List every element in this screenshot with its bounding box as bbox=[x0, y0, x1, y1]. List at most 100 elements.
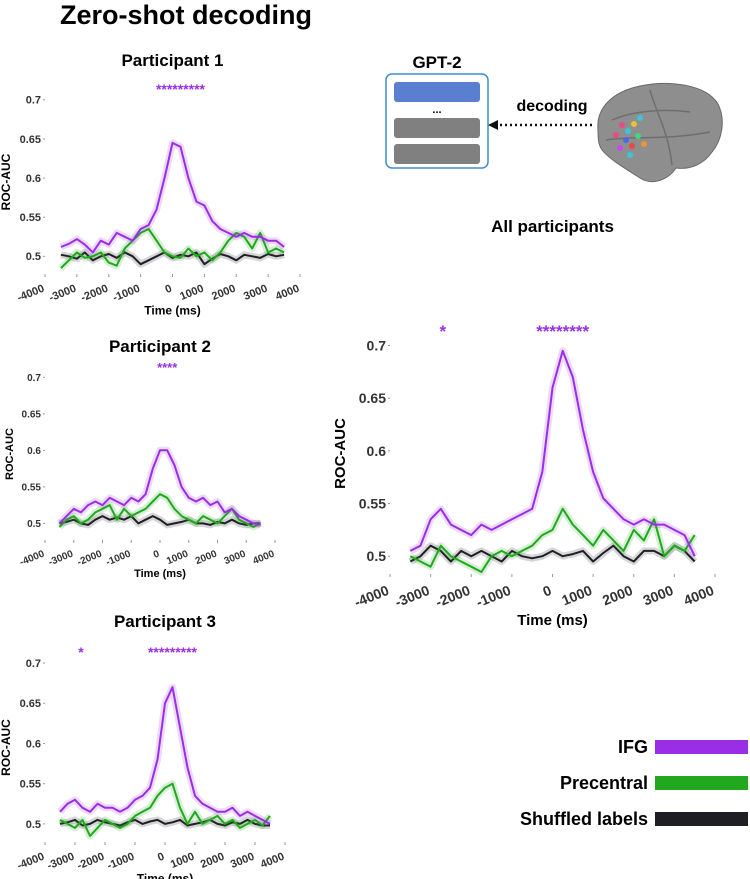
y-tick-label: 0.55 bbox=[22, 482, 42, 493]
x-tick-label: -2000 bbox=[76, 548, 104, 568]
model-label: GPT-2 bbox=[412, 53, 461, 72]
x-tick-label: -4000 bbox=[352, 582, 391, 610]
x-tick-label: 1000 bbox=[169, 851, 196, 871]
x-tick-label: -4000 bbox=[18, 548, 46, 568]
y-tick-label: 0.7 bbox=[27, 373, 41, 384]
x-tick-label: 4000 bbox=[259, 851, 286, 871]
x-tick-label: 2000 bbox=[199, 851, 226, 871]
legend-swatch bbox=[655, 776, 748, 790]
x-tick-label: 2000 bbox=[194, 548, 219, 567]
figure-title: Zero-shot decoding bbox=[60, 0, 312, 30]
y-tick-label: 0.55 bbox=[359, 495, 386, 511]
x-tick-label: -1000 bbox=[111, 283, 142, 305]
x-axis-label: Time (ms) bbox=[517, 612, 588, 629]
x-tick-label: 1000 bbox=[559, 582, 594, 609]
significance-stars: ********* bbox=[156, 81, 206, 97]
y-tick-label: 0.5 bbox=[26, 819, 41, 831]
layer-block bbox=[394, 82, 480, 102]
x-tick-label: 3000 bbox=[223, 548, 248, 567]
x-axis-label: Time (ms) bbox=[144, 304, 200, 318]
significance-stars: **** bbox=[157, 360, 178, 375]
x-tick-label: -4000 bbox=[16, 851, 47, 873]
legend-label: Shuffled labels bbox=[520, 809, 648, 829]
electrodes bbox=[613, 115, 647, 158]
significance-stars: ********* bbox=[148, 644, 198, 660]
x-axis-label: Time (ms) bbox=[134, 568, 186, 580]
x-tick-label: -1000 bbox=[474, 582, 513, 610]
legend-label: IFG bbox=[618, 737, 648, 757]
y-axis-label: ROC-AUC bbox=[0, 719, 13, 776]
x-tick-label: -1000 bbox=[105, 548, 133, 568]
x-tick-label: 1000 bbox=[165, 548, 190, 567]
series-line bbox=[409, 349, 696, 557]
series-line bbox=[58, 449, 261, 526]
series-line bbox=[59, 515, 261, 526]
brain-sulci bbox=[605, 89, 711, 166]
x-tick-label: 1000 bbox=[178, 283, 205, 303]
arrow-head bbox=[488, 120, 498, 130]
series-line bbox=[58, 493, 262, 528]
y-tick-label: 0.5 bbox=[26, 251, 41, 263]
y-tick-label: 0.65 bbox=[359, 390, 386, 406]
y-axis-label: ROC-AUC bbox=[4, 428, 16, 480]
series-line bbox=[409, 544, 696, 563]
y-tick-label: 0.7 bbox=[367, 337, 387, 353]
significance-stars: ******** bbox=[536, 322, 589, 341]
x-tick-label: -2000 bbox=[433, 582, 472, 610]
x-tick-label: 4000 bbox=[274, 283, 301, 303]
legend-swatch bbox=[655, 740, 748, 754]
x-tick-label: -2000 bbox=[79, 283, 110, 305]
y-tick-label: 0.6 bbox=[26, 173, 41, 185]
x-tick-label: -3000 bbox=[47, 548, 75, 568]
y-tick-label: 0.65 bbox=[20, 134, 41, 146]
significance-stars: * bbox=[440, 322, 447, 341]
chart-title: Participant 3 bbox=[114, 612, 216, 631]
x-tick-label: 3000 bbox=[229, 851, 256, 871]
series-line bbox=[60, 141, 285, 254]
y-axis-label: ROC-AUC bbox=[0, 153, 13, 210]
y-tick-label: 0.6 bbox=[26, 738, 41, 750]
layer-block bbox=[394, 118, 480, 138]
x-tick-label: 3000 bbox=[242, 283, 269, 303]
x-tick-label: -3000 bbox=[46, 851, 77, 873]
significance-stars: * bbox=[78, 644, 84, 660]
x-axis-label: Time (ms) bbox=[137, 872, 193, 879]
ellipsis: ... bbox=[432, 104, 441, 116]
chart-title: Participant 1 bbox=[121, 51, 223, 70]
y-tick-label: 0.55 bbox=[20, 212, 41, 224]
x-tick-label: -3000 bbox=[47, 283, 78, 305]
x-tick-label: 0 bbox=[163, 283, 173, 296]
series-line bbox=[60, 228, 285, 269]
x-tick-label: 2000 bbox=[600, 582, 635, 609]
legend: IFG Precentral Shuffled labels bbox=[520, 737, 748, 829]
x-tick-label: -4000 bbox=[16, 283, 47, 305]
arrow-label: decoding bbox=[516, 98, 587, 115]
x-tick-label: 0 bbox=[540, 582, 553, 600]
series-line bbox=[59, 782, 271, 837]
x-tick-label: 4000 bbox=[681, 582, 716, 609]
x-tick-label: 4000 bbox=[251, 548, 276, 567]
x-tick-label: -3000 bbox=[393, 582, 432, 610]
x-tick-label: -2000 bbox=[76, 851, 107, 873]
chart-title: All participants bbox=[491, 217, 614, 236]
y-tick-label: 0.6 bbox=[367, 443, 387, 459]
y-tick-label: 0.7 bbox=[26, 658, 41, 670]
legend-swatch bbox=[655, 812, 748, 826]
chart-title: Participant 2 bbox=[109, 337, 211, 356]
x-tick-label: 0 bbox=[156, 851, 166, 864]
layer-block bbox=[394, 144, 480, 164]
y-tick-label: 0.5 bbox=[367, 548, 387, 564]
gpt2-diagram: GPT-2 ... decoding bbox=[385, 53, 723, 183]
legend-label: Precentral bbox=[560, 773, 648, 793]
x-tick-label: -1000 bbox=[106, 851, 137, 873]
y-tick-label: 0.5 bbox=[27, 519, 41, 530]
y-tick-label: 0.55 bbox=[20, 779, 41, 791]
y-tick-label: 0.65 bbox=[20, 698, 41, 710]
x-tick-label: 2000 bbox=[210, 283, 237, 303]
y-tick-label: 0.6 bbox=[27, 446, 41, 457]
y-tick-label: 0.65 bbox=[22, 409, 42, 420]
y-axis-label: ROC-AUC bbox=[332, 418, 349, 489]
x-tick-label: 3000 bbox=[641, 582, 676, 609]
series-line bbox=[59, 686, 271, 825]
